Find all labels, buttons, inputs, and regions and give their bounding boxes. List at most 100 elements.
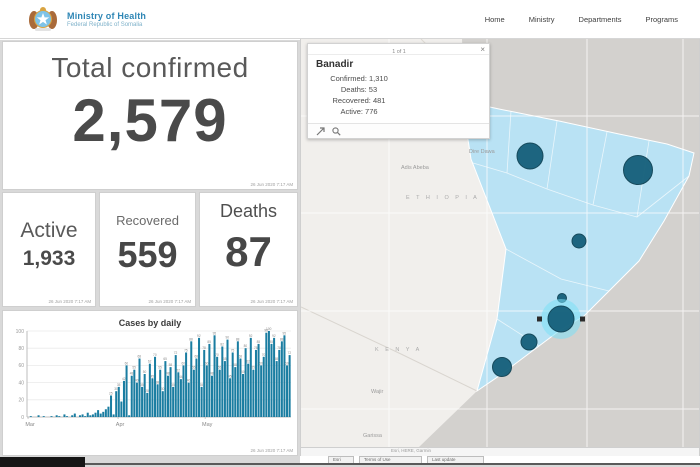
popup-close-icon[interactable]: × (480, 45, 485, 54)
daily-cases-bar[interactable] (159, 369, 162, 417)
daily-cases-bar[interactable] (97, 410, 100, 417)
daily-cases-bar[interactable] (208, 343, 211, 417)
daily-cases-bar[interactable] (267, 331, 270, 417)
daily-cases-bar[interactable] (223, 361, 226, 417)
daily-cases-bar[interactable] (252, 369, 255, 417)
daily-cases-bar[interactable] (254, 349, 257, 417)
daily-cases-bar[interactable] (73, 413, 76, 417)
daily-cases-bar[interactable] (278, 349, 281, 417)
daily-cases-bar[interactable] (218, 369, 221, 417)
daily-cases-bar[interactable] (120, 401, 123, 417)
daily-cases-bar[interactable] (185, 352, 188, 418)
daily-cases-bar[interactable] (117, 386, 120, 417)
daily-cases-bar[interactable] (226, 339, 229, 417)
daily-cases-bar[interactable] (262, 356, 265, 417)
daily-cases-bar[interactable] (99, 413, 102, 417)
daily-cases-bar[interactable] (71, 415, 74, 417)
daily-cases-bar[interactable] (110, 395, 113, 418)
daily-cases-bar[interactable] (260, 365, 263, 417)
case-bubbles[interactable] (492, 142, 653, 377)
daily-cases-bar[interactable] (133, 369, 136, 417)
daily-cases-bar[interactable] (50, 416, 53, 417)
daily-cases-bar[interactable] (135, 382, 138, 417)
daily-cases-bar[interactable] (249, 337, 252, 417)
daily-cases-bar[interactable] (205, 365, 208, 417)
daily-cases-bar[interactable] (161, 391, 164, 417)
daily-cases-bar[interactable] (236, 341, 239, 417)
daily-cases-bar[interactable] (169, 367, 172, 417)
daily-cases-bar[interactable] (112, 414, 115, 417)
daily-cases-bar[interactable] (154, 356, 157, 417)
daily-cases-bar-chart[interactable]: 0204060801002530354260485540683550286245… (3, 327, 297, 449)
daily-cases-bar[interactable] (86, 412, 89, 417)
daily-cases-bar[interactable] (94, 412, 97, 417)
case-bubble-nugaal[interactable] (623, 155, 653, 185)
daily-cases-bar[interactable] (182, 365, 185, 417)
daily-cases-bar[interactable] (102, 411, 105, 417)
daily-cases-bar[interactable] (125, 365, 128, 417)
daily-cases-bar[interactable] (288, 355, 291, 417)
daily-cases-bar[interactable] (213, 335, 216, 417)
daily-cases-bar[interactable] (172, 386, 175, 417)
daily-cases-bar[interactable] (203, 349, 206, 417)
case-bubble-lower-shabelle[interactable] (520, 333, 538, 351)
daily-cases-bar[interactable] (91, 414, 94, 417)
daily-cases-bar[interactable] (229, 378, 232, 417)
daily-cases-bar[interactable] (177, 372, 180, 417)
nav-item-ministry[interactable]: Ministry (528, 15, 555, 24)
daily-cases-bar[interactable] (242, 374, 245, 417)
daily-cases-bar[interactable] (195, 358, 198, 417)
daily-cases-bar[interactable] (275, 361, 278, 417)
daily-cases-bar[interactable] (174, 355, 177, 417)
daily-cases-bar[interactable] (270, 343, 273, 417)
daily-cases-bar[interactable] (198, 337, 201, 417)
daily-cases-bar[interactable] (273, 337, 276, 417)
daily-cases-bar[interactable] (141, 386, 144, 417)
daily-cases-bar[interactable] (115, 391, 118, 417)
daily-cases-bar[interactable] (190, 341, 193, 417)
daily-cases-bar[interactable] (107, 406, 110, 417)
daily-cases-bar[interactable] (210, 375, 213, 417)
daily-cases-bar[interactable] (192, 369, 195, 417)
daily-cases-bar[interactable] (179, 379, 182, 417)
daily-cases-bar[interactable] (138, 358, 141, 417)
daily-cases-bar[interactable] (148, 363, 151, 417)
daily-cases-bar[interactable] (122, 380, 125, 417)
daily-cases-bar[interactable] (55, 415, 58, 417)
daily-cases-bar[interactable] (187, 382, 190, 417)
daily-cases-bar[interactable] (257, 343, 260, 417)
nav-item-programs[interactable]: Programs (645, 15, 678, 24)
daily-cases-bar[interactable] (146, 392, 149, 417)
daily-cases-bar[interactable] (143, 374, 146, 417)
case-bubble-woqooyi-galbeed[interactable] (516, 142, 544, 170)
daily-cases-bar[interactable] (78, 415, 81, 417)
daily-cases-bar[interactable] (247, 363, 250, 417)
daily-cases-bar[interactable] (280, 341, 283, 417)
case-bubble-lower-juba[interactable] (492, 357, 512, 377)
daily-cases-bar[interactable] (128, 415, 131, 417)
daily-cases-bar[interactable] (37, 415, 40, 417)
daily-cases-bar[interactable] (234, 367, 237, 417)
daily-cases-bar[interactable] (286, 365, 289, 417)
daily-cases-bar[interactable] (283, 335, 286, 417)
daily-cases-bar[interactable] (221, 346, 224, 417)
daily-cases-bar[interactable] (244, 348, 247, 417)
daily-cases-bar[interactable] (156, 384, 159, 417)
map-panel[interactable]: Dire Dawa Adis Abeba E T H I O P I A K E N … (300, 38, 700, 448)
daily-cases-bar[interactable] (231, 352, 234, 418)
daily-cases-bar[interactable] (84, 416, 87, 417)
zoom-to-icon[interactable] (332, 126, 341, 136)
daily-cases-bar[interactable] (89, 415, 92, 417)
daily-cases-bar[interactable] (216, 356, 219, 417)
daily-cases-bar[interactable] (239, 358, 242, 417)
daily-cases-bar[interactable] (166, 375, 169, 417)
daily-cases-bar[interactable] (151, 378, 154, 417)
daily-cases-bar[interactable] (265, 332, 268, 417)
daily-cases-bar[interactable] (66, 416, 69, 417)
daily-cases-bar[interactable] (81, 414, 84, 417)
daily-cases-bar[interactable] (164, 361, 167, 417)
daily-cases-bar[interactable] (63, 414, 66, 417)
daily-cases-bar[interactable] (130, 375, 133, 417)
dock-arrow-icon[interactable] (316, 126, 325, 136)
nav-item-departments[interactable]: Departments (578, 15, 622, 24)
